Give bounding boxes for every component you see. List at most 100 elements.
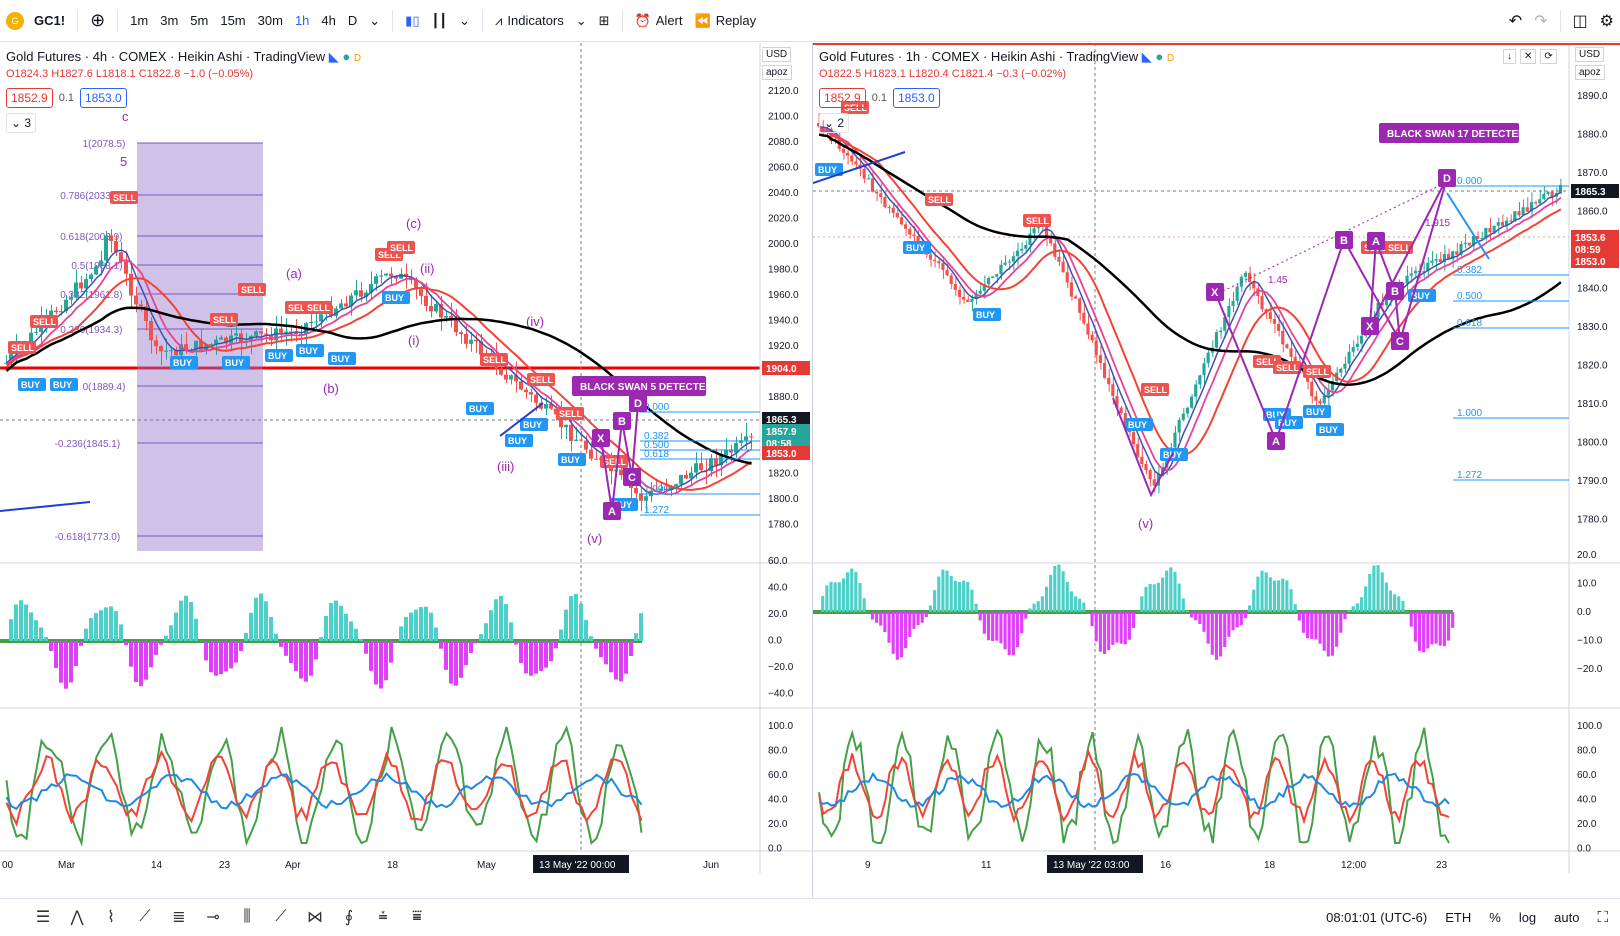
interval-d[interactable]: D (342, 6, 363, 36)
clock-readout[interactable]: 08:01:01 (UTC-6) (1326, 910, 1427, 925)
undo-icon[interactable]: ↶ (1503, 6, 1528, 36)
right-candle-body (1149, 470, 1152, 479)
right-ask-price[interactable]: 1853.0 (893, 88, 940, 108)
right-stoch-green-line (819, 728, 1449, 843)
interval-15m[interactable]: 15m (214, 6, 251, 36)
left-osc-bar (14, 605, 18, 641)
alert-button[interactable]: ⏰ Alert (629, 6, 689, 36)
chart-type-icon[interactable]: ▮▯ (399, 6, 425, 36)
symbol-search[interactable]: G GC1! (0, 6, 71, 36)
right-osc-bar (1377, 565, 1380, 612)
right-osc-bar (1149, 584, 1152, 612)
elliott-abc-icon[interactable]: ⋀ (60, 907, 94, 927)
layout-grid-icon[interactable]: ⊞ (593, 6, 616, 36)
layout-split-icon[interactable]: ◫ (1567, 6, 1594, 36)
right-candle-body (1074, 296, 1077, 298)
compare-add-icon[interactable]: ⊕ (84, 6, 111, 36)
left-candle-body (339, 303, 343, 308)
interval-3m[interactable]: 3m (154, 6, 184, 36)
percent-toggle[interactable]: % (1489, 910, 1501, 925)
fib-retracement-icon[interactable]: ≣ (162, 907, 196, 927)
right-osc-bar (999, 612, 1002, 643)
right-osc1-tick: −10.0 (1577, 636, 1603, 647)
right-scale-mode[interactable]: apoz (1575, 65, 1605, 80)
left-candle-body (429, 306, 433, 311)
right-candle-body (1273, 319, 1276, 324)
left-chart-pane[interactable]: 1(2078.5)0.786(2033.0)0.618(2003.9)0.5(1… (0, 43, 812, 898)
redo-icon[interactable]: ↷ (1528, 6, 1553, 36)
interval-dropdown-icon[interactable]: ⌄ (363, 6, 386, 36)
chart-type-dropdown-icon[interactable]: ⌄ (453, 6, 476, 36)
indicators-dropdown-icon[interactable]: ⌄ (570, 6, 593, 36)
left-candle-body (619, 470, 623, 475)
right-currency-label[interactable]: USD (1575, 47, 1604, 62)
left-osc-bar (614, 641, 618, 680)
right-osc-bar (846, 572, 849, 612)
fullscreen-icon[interactable]: ⛶ (1597, 909, 1608, 926)
replay-button[interactable]: ⏪ Replay (689, 6, 763, 36)
left-chart-canvas[interactable]: 1(2078.5)0.786(2033.0)0.618(2003.9)0.5(1… (0, 43, 812, 898)
left-collapse-toggle[interactable]: ⌄ 3 (6, 113, 42, 133)
right-osc1-tick: −20.0 (1577, 664, 1603, 675)
right-collapse-toggle[interactable]: ⌄ 2 (819, 113, 855, 133)
right-osc-bar (1124, 612, 1127, 644)
left-candle-body (319, 314, 323, 321)
interval-5m[interactable]: 5m (184, 6, 214, 36)
right-candle-body (1016, 251, 1019, 257)
long-position-icon[interactable]: ⫼ (230, 908, 264, 926)
right-candle-body (1517, 211, 1520, 215)
left-chart-legend: Gold Futures · 4h · COMEX · Heikin Ashi … (6, 49, 361, 80)
right-osc-bar (937, 577, 940, 612)
ray-icon[interactable]: ⟋ (264, 908, 298, 926)
right-bid-price[interactable]: 1852.9 (819, 88, 866, 108)
more-tools-icon[interactable]: ⩸ (400, 908, 434, 926)
right-osc-bar (1364, 586, 1367, 612)
left-price-tick: 1920.0 (768, 341, 799, 352)
log-toggle[interactable]: log (1519, 910, 1536, 925)
left-osc1-tick: 20.0 (768, 609, 788, 620)
menu-lines-icon[interactable]: ☰ (26, 907, 60, 927)
right-candle-body (887, 207, 890, 208)
right-osc-bar (1153, 584, 1156, 612)
right-price-tick: 1860.0 (1577, 207, 1608, 218)
left-buy-signal: BUY (21, 380, 40, 390)
indicators-button[interactable]: ⩘ Indicators (489, 6, 570, 36)
toolbar-right: ↶ ↷ ◫ ⚙ (1503, 6, 1620, 36)
right-price-tick: 1780.0 (1577, 515, 1608, 526)
interval-1m[interactable]: 1m (124, 6, 154, 36)
ruler-icon[interactable]: ⩮ (366, 908, 400, 926)
left-ask-price[interactable]: 1853.0 (80, 88, 127, 108)
interval-4h[interactable]: 4h (315, 6, 341, 36)
interval-30m[interactable]: 30m (252, 6, 289, 36)
left-osc-bar (159, 641, 163, 645)
left-bid-price[interactable]: 1852.9 (6, 88, 53, 108)
horizontal-ray-icon[interactable]: ⊸ (196, 907, 230, 927)
left-scale-mode[interactable]: apoz (762, 65, 792, 80)
right-osc-bar (1186, 611, 1189, 612)
left-osc-bar (594, 641, 598, 649)
elliott-wave-icon[interactable]: ⌇ (94, 907, 128, 927)
right-candle-body (999, 265, 1002, 274)
heikin-ashi-icon[interactable]: ┃┃ (425, 6, 453, 36)
left-osc-bar (254, 598, 258, 641)
pane-restore-icon[interactable]: ⟳ (1540, 49, 1556, 64)
left-currency-label[interactable]: USD (762, 47, 791, 62)
settings-gear-icon[interactable]: ⚙ (1594, 6, 1620, 36)
pane-down-icon[interactable]: ↓ (1503, 49, 1516, 64)
right-pattern-point-label: X (1366, 321, 1374, 333)
brush-icon[interactable]: ∮ (332, 907, 366, 927)
right-price-tick: 1820.0 (1577, 361, 1608, 372)
right-candle-body (1455, 251, 1458, 255)
left-osc-bar (634, 633, 638, 641)
right-chart-canvas[interactable]: 1890.01880.01870.01860.01850.01840.01830… (813, 43, 1620, 898)
pane-collapse-icon[interactable]: ✕ (1520, 49, 1536, 64)
interval-1h[interactable]: 1h (289, 6, 315, 36)
session-label[interactable]: ETH (1445, 910, 1471, 925)
right-candle-body (1095, 340, 1098, 355)
right-chart-pane[interactable]: 1890.01880.01870.01860.01850.01840.01830… (812, 43, 1620, 898)
xabcd-pattern-icon[interactable]: ⋈ (298, 907, 332, 927)
auto-toggle[interactable]: auto (1554, 910, 1579, 925)
right-osc-bar (1215, 612, 1218, 660)
trend-line-icon[interactable]: ⟋ (128, 908, 162, 926)
